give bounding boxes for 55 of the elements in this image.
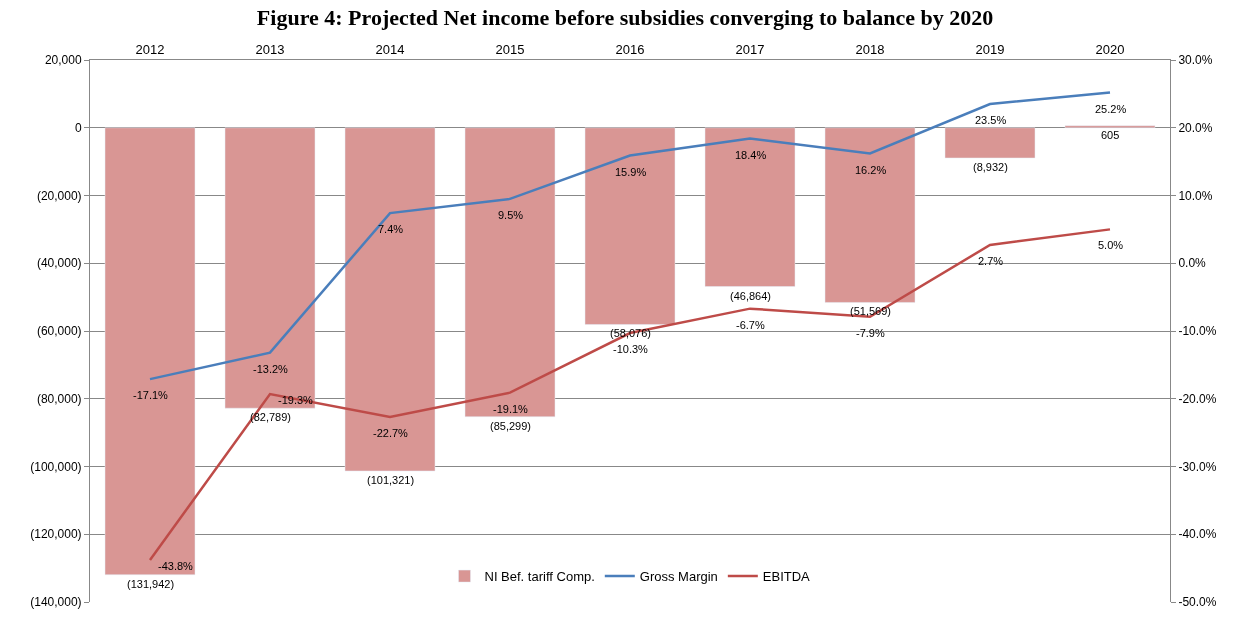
y2-tick-label: -40.0%: [1178, 527, 1217, 542]
data-label: -43.8%: [158, 560, 194, 572]
y-tick-label: (20,000): [36, 188, 82, 203]
x-tick-label: 2015: [495, 41, 525, 57]
data-label: -10.3%: [613, 343, 649, 355]
data-label: (85,299): [490, 420, 531, 432]
x-tick-label: 2019: [975, 41, 1005, 57]
data-label: -17.1%: [133, 389, 169, 401]
y2-tick-label: 0.0%: [1178, 256, 1207, 271]
data-label: -19.1%: [493, 403, 529, 415]
y-tick-label: (120,000): [30, 527, 82, 542]
data-label: 18.4%: [735, 149, 767, 161]
data-label: 2.7%: [978, 255, 1004, 267]
y2-tick-label: 20.0%: [1178, 120, 1213, 135]
y2-tick-label: 30.0%: [1178, 53, 1213, 68]
legend-label: EBITDA: [762, 569, 811, 585]
data-label: 23.5%: [975, 114, 1007, 126]
data-label: 605: [1101, 129, 1120, 141]
x-tick-label: 2013: [255, 41, 285, 57]
data-label: 7.4%: [378, 223, 404, 235]
data-label: (8,932): [973, 161, 1008, 173]
data-label: (131,942): [127, 578, 175, 590]
x-tick-label: 2020: [1095, 41, 1125, 57]
legend-label: NI Bef. tariff Comp.: [484, 569, 595, 585]
y-tick-label: 20,000: [44, 53, 82, 68]
y2-tick-label: -50.0%: [1178, 595, 1217, 610]
y-tick-label: (140,000): [30, 595, 82, 610]
legend-label: Gross Margin: [639, 569, 718, 585]
data-label: -22.7%: [373, 427, 409, 439]
x-tick-label: 2016: [615, 41, 645, 57]
x-tick-label: 2018: [855, 41, 885, 57]
data-label: -13.2%: [253, 363, 289, 375]
y-tick-label: (80,000): [36, 391, 82, 406]
data-label: (46,864): [730, 290, 771, 302]
data-label: (101,321): [367, 474, 415, 486]
x-tick-label: 2012: [135, 41, 165, 57]
data-label: -6.7%: [736, 319, 765, 331]
y2-tick-label: 10.0%: [1178, 188, 1213, 203]
data-label: 25.2%: [1095, 103, 1127, 115]
y2-tick-label: -10.0%: [1178, 324, 1217, 339]
y-tick-label: (100,000): [30, 459, 82, 474]
data-label: 15.9%: [615, 166, 647, 178]
data-label: -19.3%: [278, 394, 314, 406]
x-tick-label: 2014: [375, 41, 405, 57]
data-label: -7.9%: [856, 327, 885, 339]
data-label: 9.5%: [498, 209, 524, 221]
y2-tick-label: -30.0%: [1178, 459, 1217, 474]
data-label: 16.2%: [855, 164, 887, 176]
x-tick-label: 2017: [735, 41, 765, 57]
y-tick-label: (40,000): [36, 256, 82, 271]
y2-tick-label: -20.0%: [1178, 391, 1217, 406]
data-label: 5.0%: [1098, 239, 1124, 251]
y-tick-label: (60,000): [36, 324, 82, 339]
y-tick-label: 0: [74, 120, 82, 135]
chart-title: Figure 4: Projected Net income before subsidies converging to balance by 2020: [256, 4, 994, 30]
